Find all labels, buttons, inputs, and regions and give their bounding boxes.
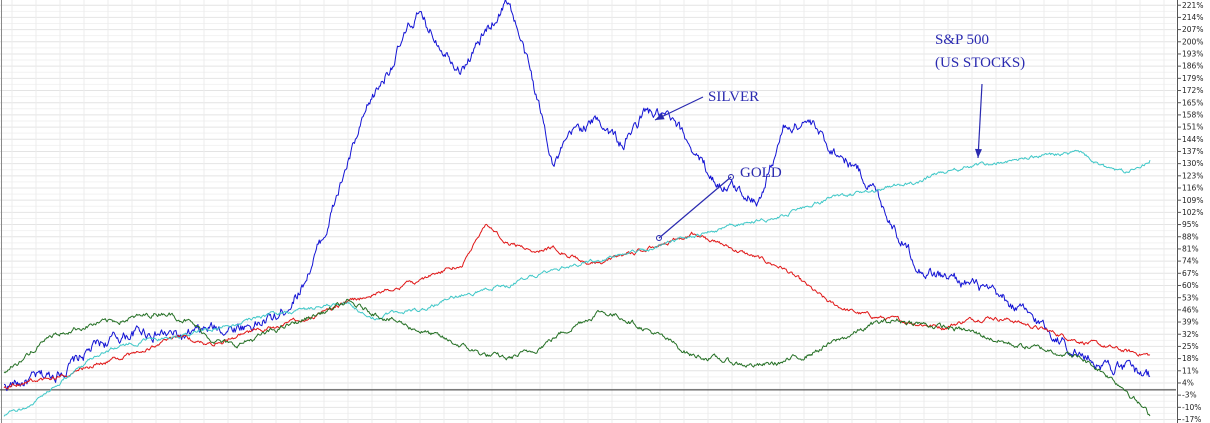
y-tick-label: 186% — [1182, 62, 1203, 71]
series-line-sp500 — [3, 149, 1151, 417]
annotations: S&P 500 (US STOCKS) SILVER GOLD — [708, 32, 1025, 181]
annotation-gold: GOLD — [740, 165, 782, 181]
annotation-silver: SILVER — [708, 89, 759, 105]
y-tick-label: 193% — [1182, 50, 1203, 59]
y-tick-label: 144% — [1182, 135, 1203, 144]
series-lines — [3, 0, 1151, 417]
arrow-silver-head — [655, 112, 665, 120]
y-tick-label: 25% — [1182, 342, 1199, 351]
y-tick-label: 95% — [1182, 220, 1199, 229]
y-tick-label: 88% — [1182, 232, 1199, 241]
y-axis-background — [1178, 0, 1210, 423]
y-tick-label: 151% — [1182, 123, 1203, 132]
arrow-gold-head — [656, 235, 662, 241]
y-tick-label: 60% — [1182, 281, 1199, 290]
series-line-silver — [3, 0, 1151, 392]
y-tick-label: 109% — [1182, 196, 1203, 205]
y-tick-label: 11% — [1182, 366, 1199, 375]
y-tick-label: 116% — [1182, 184, 1203, 193]
y-tick-label: 81% — [1182, 245, 1199, 254]
y-tick-label: 39% — [1182, 318, 1199, 327]
y-tick-label: 123% — [1182, 171, 1203, 180]
annotation-arrows — [654, 83, 983, 241]
series-line-gold — [3, 223, 1151, 390]
y-tick-label: -17% — [1182, 415, 1201, 423]
arrow-sp500-head — [974, 148, 982, 158]
y-tick-label: 165% — [1182, 98, 1203, 107]
y-axis: 221% 214% 207% 200% 193% 186% 179% 172% 165% 158%… — [1177, 0, 1210, 423]
y-tick-label: 46% — [1182, 305, 1199, 314]
y-tick-label: 74% — [1182, 257, 1199, 266]
y-tick-label: -3% — [1182, 391, 1197, 400]
y-tick-label: 102% — [1182, 208, 1203, 217]
arrow-gold-tail — [728, 174, 734, 180]
annotation-sp500-title: S&P 500 — [935, 32, 989, 48]
y-tick-label: 207% — [1182, 25, 1203, 34]
y-tick-label: 214% — [1182, 13, 1203, 22]
arrow-gold — [658, 176, 732, 239]
y-tick-label: 4% — [1182, 379, 1194, 388]
arrow-sp500 — [977, 83, 983, 159]
y-tick-label: 221% — [1182, 1, 1203, 10]
y-tick-label: 53% — [1182, 293, 1199, 302]
y-tick-label: 179% — [1182, 74, 1203, 83]
y-tick-label: 158% — [1182, 110, 1203, 119]
chart-grid — [0, 0, 1176, 423]
y-tick-label: 172% — [1182, 86, 1203, 95]
y-tick-label: 137% — [1182, 147, 1203, 156]
series-line-stocks2 — [3, 298, 1151, 417]
y-tick-label: 67% — [1182, 269, 1199, 278]
y-tick-label: 18% — [1182, 354, 1199, 363]
y-tick-label: 200% — [1182, 37, 1203, 46]
y-tick-label: 130% — [1182, 159, 1203, 168]
annotation-sp500-subtitle: (US STOCKS) — [935, 55, 1025, 71]
y-tick-label: -10% — [1182, 403, 1201, 412]
y-tick-label: 32% — [1182, 330, 1199, 339]
